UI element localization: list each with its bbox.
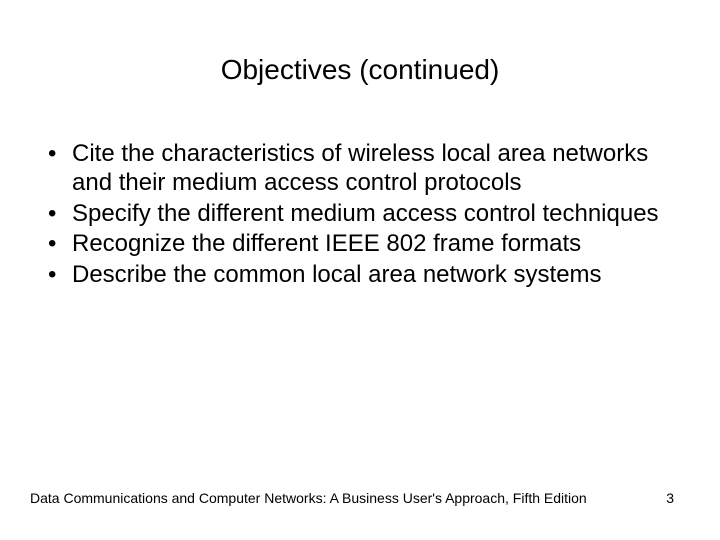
page-number: 3 xyxy=(666,490,674,506)
list-item: Describe the common local area network s… xyxy=(42,261,678,290)
bullet-list: Cite the characteristics of wireless loc… xyxy=(42,140,678,290)
slide-body: Cite the characteristics of wireless loc… xyxy=(42,140,678,292)
slide: Objectives (continued) Cite the characte… xyxy=(0,0,720,540)
slide-title: Objectives (continued) xyxy=(0,54,720,86)
list-item: Recognize the different IEEE 802 frame f… xyxy=(42,230,678,259)
list-item: Specify the different medium access cont… xyxy=(42,200,678,229)
footer-text: Data Communications and Computer Network… xyxy=(30,490,587,506)
list-item: Cite the characteristics of wireless loc… xyxy=(42,140,678,198)
